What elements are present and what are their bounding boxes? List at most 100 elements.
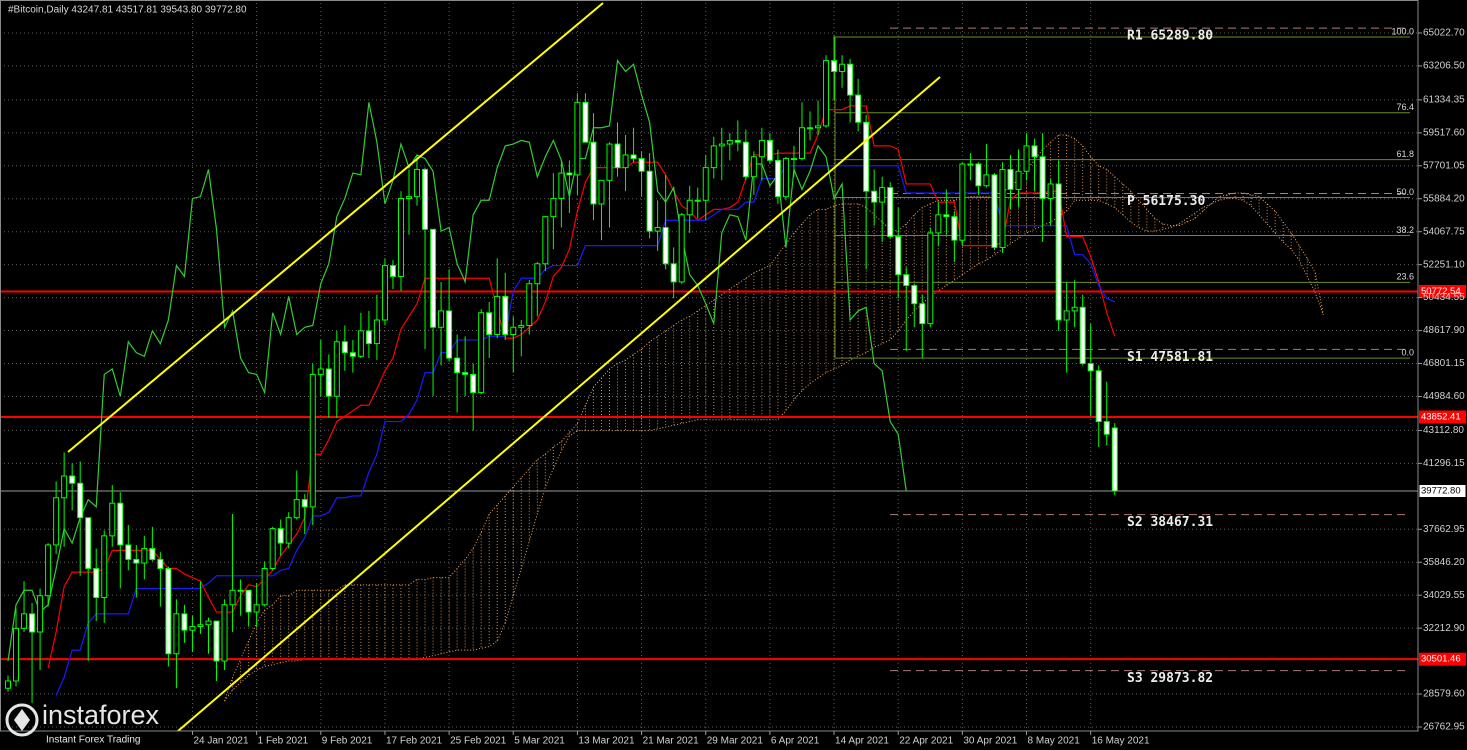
levels	[0, 27, 1418, 672]
fib-label: 61.8	[1396, 149, 1414, 159]
candle-body	[125, 544, 132, 560]
candle-body	[277, 528, 284, 544]
candle-body	[173, 613, 180, 655]
candle-body	[790, 158, 797, 161]
candle-body	[975, 163, 982, 187]
fib-label: 38.2	[1396, 225, 1414, 235]
candle-body	[309, 373, 316, 508]
candle-body	[558, 172, 565, 199]
x-tick-label: 8 May 2021	[1028, 736, 1081, 747]
x-tick-label: 21 Mar 2021	[643, 736, 700, 747]
y-tick-label: 63206.50	[1423, 61, 1465, 72]
candle-body	[406, 196, 412, 199]
candle-body	[839, 63, 846, 72]
candle-body	[863, 121, 870, 192]
candle-body	[317, 368, 324, 375]
x-tick-label: 1 Feb 2021	[258, 736, 309, 747]
candle-body	[758, 139, 765, 158]
y-tick-label: 59517.60	[1423, 127, 1465, 138]
candle-body	[718, 143, 725, 147]
candle-body	[702, 167, 709, 201]
brand-tagline: Instant Forex Trading	[46, 735, 141, 746]
candle-body	[694, 199, 701, 202]
candle-body	[815, 125, 822, 129]
y-tick-label: 48617.90	[1423, 325, 1465, 336]
x-tick-label: 17 Feb 2021	[386, 736, 443, 747]
last-price-label: 39772.80	[1421, 486, 1461, 497]
candle-body	[502, 295, 509, 336]
x-tick-label: 24 Jan 2021	[193, 736, 248, 747]
logo-ring	[5, 703, 39, 737]
level-labels: 100.0 76.4 61.8 50.0 38.2 23.6 0.0 R1 65289.80 P…	[1127, 26, 1467, 686]
chart-title: #Bitcoin,Daily 43247.81 43517.81 39543.8…	[8, 5, 247, 16]
candle-body	[510, 326, 517, 336]
candle-body	[823, 60, 830, 127]
plot-frame	[0, 0, 1419, 732]
candle-body	[93, 568, 100, 599]
candle-body	[911, 285, 918, 305]
candle-body	[61, 475, 68, 499]
x-tick-label: 16 May 2021	[1092, 736, 1150, 747]
candle-body	[13, 627, 20, 682]
y-tick-label: 44984.60	[1423, 391, 1465, 402]
candle-body	[678, 214, 685, 283]
candle-body	[983, 174, 990, 187]
candle-body	[774, 159, 781, 198]
candle-body	[895, 236, 902, 276]
y-tick-label: 43112.80	[1423, 425, 1464, 436]
candle-body	[237, 589, 244, 592]
candle-body	[935, 214, 942, 234]
y-tick-label: 46801.15	[1423, 358, 1465, 369]
candle-body	[1095, 370, 1102, 423]
candle-body	[397, 197, 404, 277]
candle-body	[438, 310, 445, 328]
candle-body	[1087, 363, 1094, 372]
candle-body	[189, 626, 196, 631]
level-tag	[1419, 410, 1466, 424]
candle-body	[807, 127, 813, 130]
candle-body	[614, 143, 621, 169]
candle-body	[879, 187, 886, 203]
x-tick-label: 14 Apr 2021	[835, 736, 889, 747]
brand-name: instaforex	[42, 700, 160, 730]
candle-body	[77, 482, 84, 519]
candle-body	[462, 372, 469, 375]
level-tag	[1419, 284, 1466, 298]
candle-body	[670, 263, 677, 283]
candle-body	[855, 94, 862, 123]
candle-body	[1055, 183, 1062, 321]
y-tick-label: 55884.20	[1423, 193, 1465, 204]
level-label: 50772.54	[1421, 286, 1461, 297]
candle-body	[662, 226, 669, 265]
pivot-label: S3 29873.82	[1127, 671, 1213, 686]
candle-body	[165, 568, 172, 655]
candle-body	[1031, 145, 1038, 158]
candle-body	[181, 613, 188, 631]
candle-body	[157, 558, 164, 570]
candle-body	[29, 613, 36, 633]
candle-body	[1023, 145, 1030, 172]
candle-body	[221, 604, 228, 662]
candle-body	[381, 265, 388, 321]
x-tick-label: 6 Apr 2021	[771, 736, 820, 747]
candle-body	[742, 141, 749, 178]
candle-body	[871, 190, 878, 203]
candle-body	[446, 310, 453, 359]
fib-label: 0.0	[1401, 347, 1414, 357]
candle-body	[574, 101, 581, 176]
candle-body	[229, 589, 236, 606]
candle-body	[766, 139, 773, 161]
y-tick-label: 41296.15	[1423, 458, 1465, 469]
candle-body	[542, 216, 549, 265]
grid	[0, 3, 1418, 731]
candle-body	[1007, 168, 1014, 190]
y-tick-label: 35846.20	[1423, 557, 1465, 568]
trend-channel	[67, 2, 941, 731]
candle-body	[141, 548, 148, 564]
candle-body	[1015, 170, 1022, 190]
candle-body	[1103, 421, 1110, 435]
level-tag	[1419, 652, 1466, 666]
x-tick-label: 5 Mar 2021	[514, 736, 565, 747]
candle-body	[422, 168, 429, 230]
